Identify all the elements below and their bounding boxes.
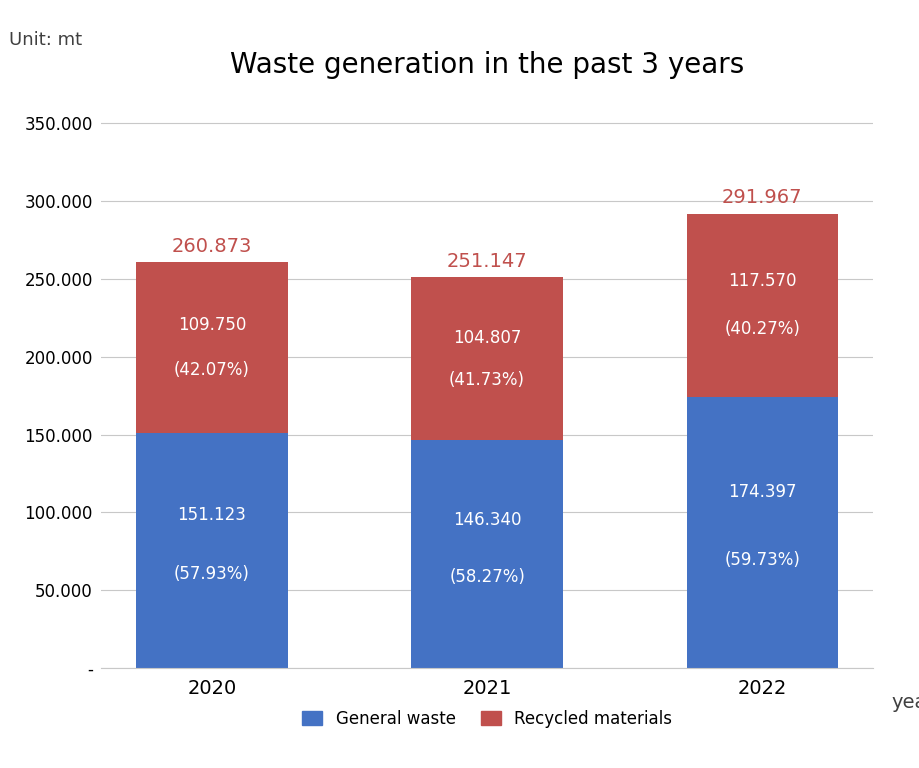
Text: year: year [891, 694, 919, 712]
Text: 291.967: 291.967 [722, 188, 802, 207]
Title: Waste generation in the past 3 years: Waste generation in the past 3 years [230, 51, 744, 78]
Bar [412, 440, 562, 668]
Text: 260.873: 260.873 [172, 237, 252, 256]
Bar [136, 433, 288, 668]
Text: (41.73%): (41.73%) [449, 371, 525, 389]
Bar [686, 396, 838, 668]
Bar [136, 262, 288, 433]
Bar [686, 214, 838, 396]
Text: (40.27%): (40.27%) [724, 320, 800, 338]
Text: (58.27%): (58.27%) [449, 568, 525, 586]
Text: (57.93%): (57.93%) [174, 565, 250, 583]
Text: (42.07%): (42.07%) [174, 361, 250, 379]
Text: 104.807: 104.807 [453, 329, 521, 346]
Text: 174.397: 174.397 [728, 483, 797, 501]
Text: 151.123: 151.123 [177, 506, 246, 525]
Text: 251.147: 251.147 [447, 252, 528, 271]
Text: 109.750: 109.750 [177, 316, 246, 334]
Text: Unit: mt: Unit: mt [9, 31, 83, 48]
Bar [412, 277, 562, 440]
Legend: General waste, Recycled materials: General waste, Recycled materials [296, 703, 678, 735]
Text: (59.73%): (59.73%) [724, 551, 800, 568]
Text: 146.340: 146.340 [453, 511, 521, 529]
Text: 117.570: 117.570 [728, 273, 797, 290]
